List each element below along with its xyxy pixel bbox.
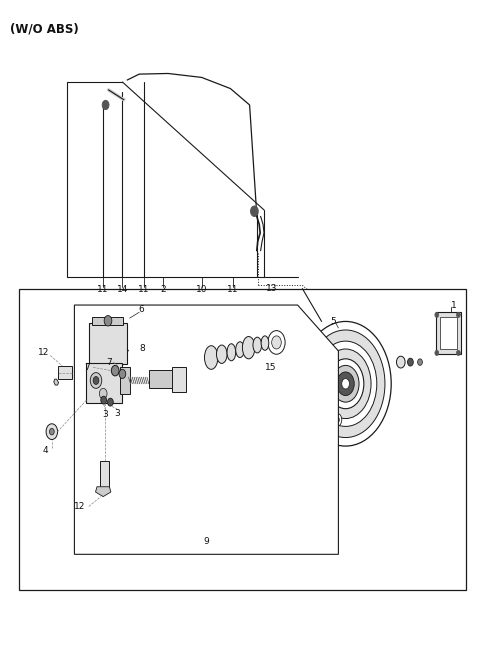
Circle shape: [93, 377, 99, 384]
Circle shape: [111, 365, 119, 376]
Circle shape: [46, 424, 58, 440]
Circle shape: [99, 388, 107, 399]
Text: 2: 2: [160, 285, 166, 295]
Bar: [92, 317, 123, 325]
Text: 14: 14: [117, 285, 128, 295]
Bar: [19, 289, 466, 590]
Circle shape: [327, 359, 364, 409]
Circle shape: [272, 336, 281, 349]
Text: 11: 11: [138, 285, 150, 295]
Bar: [86, 363, 122, 403]
Text: 10: 10: [196, 285, 207, 295]
Text: 9: 9: [204, 537, 209, 546]
Text: 8: 8: [139, 344, 145, 354]
Circle shape: [435, 312, 439, 318]
Circle shape: [119, 369, 126, 379]
Polygon shape: [96, 487, 111, 497]
Text: (W/O ABS): (W/O ABS): [10, 23, 78, 36]
Text: 12: 12: [37, 348, 49, 358]
Circle shape: [268, 331, 285, 354]
Text: 12: 12: [74, 502, 85, 511]
Circle shape: [435, 350, 439, 356]
Bar: [436, 312, 461, 354]
Text: 15: 15: [265, 363, 277, 372]
Bar: [120, 367, 130, 394]
Text: 13: 13: [266, 284, 278, 293]
Circle shape: [306, 330, 385, 438]
Circle shape: [332, 413, 342, 426]
Circle shape: [314, 341, 377, 426]
Circle shape: [104, 316, 112, 326]
Ellipse shape: [242, 337, 255, 359]
Circle shape: [396, 356, 405, 368]
Circle shape: [90, 373, 102, 388]
Bar: [89, 323, 127, 364]
Text: 4: 4: [43, 446, 48, 455]
Circle shape: [108, 398, 113, 406]
Polygon shape: [74, 305, 338, 554]
Circle shape: [49, 428, 54, 435]
Circle shape: [314, 390, 324, 403]
Ellipse shape: [261, 336, 269, 350]
Circle shape: [342, 379, 349, 389]
Ellipse shape: [236, 342, 244, 358]
Text: 3: 3: [103, 410, 108, 419]
Bar: [100, 461, 109, 487]
Ellipse shape: [253, 337, 262, 353]
Circle shape: [418, 359, 422, 365]
Circle shape: [300, 321, 391, 446]
Bar: [440, 317, 457, 349]
Text: 7: 7: [84, 363, 90, 372]
Text: 1: 1: [451, 300, 456, 310]
Circle shape: [320, 349, 371, 419]
Bar: [172, 367, 186, 392]
Bar: [149, 370, 173, 388]
Circle shape: [311, 385, 328, 409]
Text: 11: 11: [97, 285, 109, 295]
Text: 7: 7: [106, 358, 112, 367]
Ellipse shape: [227, 344, 236, 361]
Circle shape: [335, 417, 339, 423]
Circle shape: [456, 350, 460, 356]
Circle shape: [251, 206, 258, 216]
Circle shape: [101, 396, 107, 404]
Ellipse shape: [216, 345, 227, 363]
Circle shape: [408, 358, 413, 366]
Circle shape: [456, 312, 460, 318]
Polygon shape: [54, 379, 59, 385]
Circle shape: [332, 365, 359, 402]
Bar: [58, 366, 72, 379]
Ellipse shape: [204, 346, 218, 369]
Text: 5: 5: [331, 317, 336, 326]
Text: 11: 11: [227, 285, 239, 295]
Circle shape: [337, 372, 354, 396]
Text: 3: 3: [115, 409, 120, 418]
Circle shape: [102, 100, 109, 110]
Text: 6: 6: [139, 305, 144, 314]
